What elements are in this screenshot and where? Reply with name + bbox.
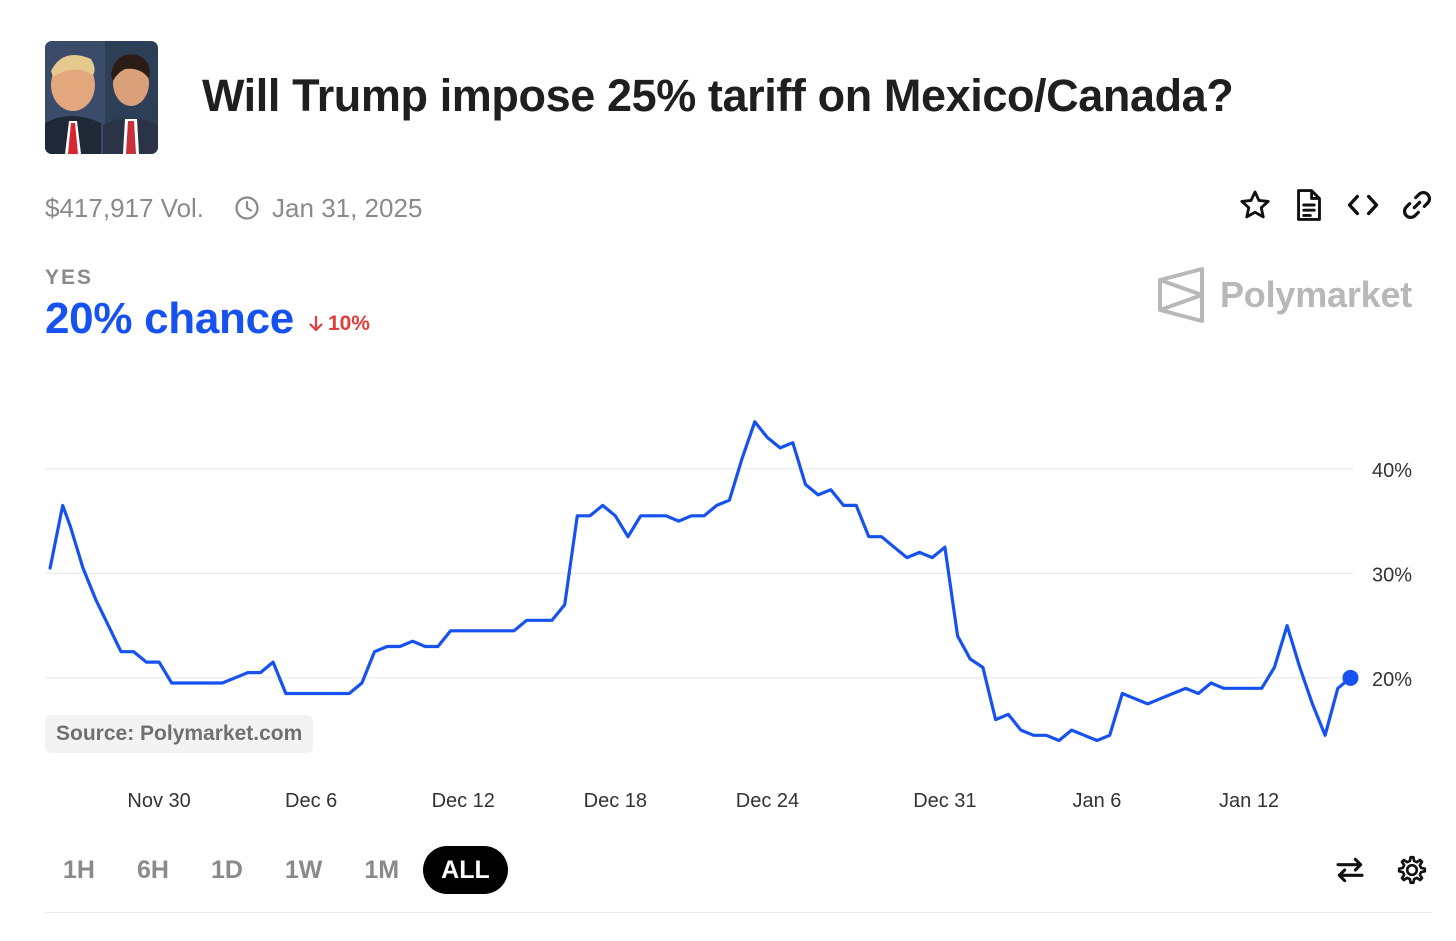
polymarket-brand: Polymarket bbox=[1156, 266, 1412, 324]
outcome-label: YES bbox=[45, 266, 94, 289]
range-6h-button[interactable]: 6H bbox=[136, 855, 169, 884]
y-tick-label: 20% bbox=[1372, 669, 1412, 691]
x-tick-label: Nov 30 bbox=[127, 790, 190, 812]
arrow-down-icon bbox=[309, 315, 323, 332]
change-value: 10% bbox=[327, 312, 370, 335]
last-point-marker bbox=[1342, 669, 1359, 686]
market-meta: $417,917 Vol. Jan 31, 2025 bbox=[45, 192, 422, 224]
market-image bbox=[45, 41, 158, 154]
bottom-divider bbox=[45, 912, 1432, 913]
x-tick-label: Dec 6 bbox=[285, 790, 337, 812]
range-all-button[interactable]: ALL bbox=[423, 846, 508, 894]
x-tick-label: Dec 31 bbox=[913, 790, 976, 812]
series-line-yes bbox=[48, 420, 1353, 743]
star-icon[interactable] bbox=[1238, 186, 1272, 224]
chart-tools bbox=[1330, 850, 1432, 890]
link-icon[interactable] bbox=[1400, 186, 1434, 224]
time-range-selector: 1H 6H 1D 1W 1M ALL bbox=[45, 846, 514, 894]
x-tick-label: Dec 12 bbox=[432, 790, 495, 812]
range-1d-button[interactable]: 1D bbox=[210, 855, 243, 884]
brand-name: Polymarket bbox=[1220, 274, 1413, 315]
y-tick-label: 30% bbox=[1372, 564, 1412, 586]
volume-text: $417,917 Vol. bbox=[45, 192, 205, 223]
range-1w-button[interactable]: 1W bbox=[284, 855, 323, 884]
embed-code-icon[interactable] bbox=[1346, 186, 1380, 224]
gear-icon[interactable] bbox=[1392, 850, 1432, 890]
swap-arrows-icon[interactable] bbox=[1330, 850, 1370, 890]
chance-value: 20% chance bbox=[45, 294, 294, 343]
x-tick-label: Dec 24 bbox=[736, 790, 799, 812]
document-icon[interactable] bbox=[1292, 186, 1326, 224]
x-tick-label: Jan 6 bbox=[1073, 790, 1122, 812]
market-title: Will Trump impose 25% tariff on Mexico/C… bbox=[202, 70, 1234, 121]
range-1h-button[interactable]: 1H bbox=[63, 855, 95, 884]
y-tick-label: 40% bbox=[1372, 460, 1412, 482]
market-actions bbox=[1238, 186, 1434, 224]
end-date-text: Jan 31, 2025 bbox=[272, 192, 423, 223]
x-tick-label: Jan 12 bbox=[1219, 790, 1279, 812]
change-indicator: 10% bbox=[308, 312, 370, 336]
x-tick-label: Dec 18 bbox=[584, 790, 647, 812]
chance-row: 20% chance 10% bbox=[45, 294, 370, 344]
clock-icon bbox=[234, 195, 260, 221]
source-label: Source: Polymarket.com bbox=[45, 715, 314, 753]
polymarket-logo-icon bbox=[1158, 267, 1204, 323]
market-photo bbox=[45, 41, 158, 154]
range-1m-button[interactable]: 1M bbox=[364, 855, 400, 884]
